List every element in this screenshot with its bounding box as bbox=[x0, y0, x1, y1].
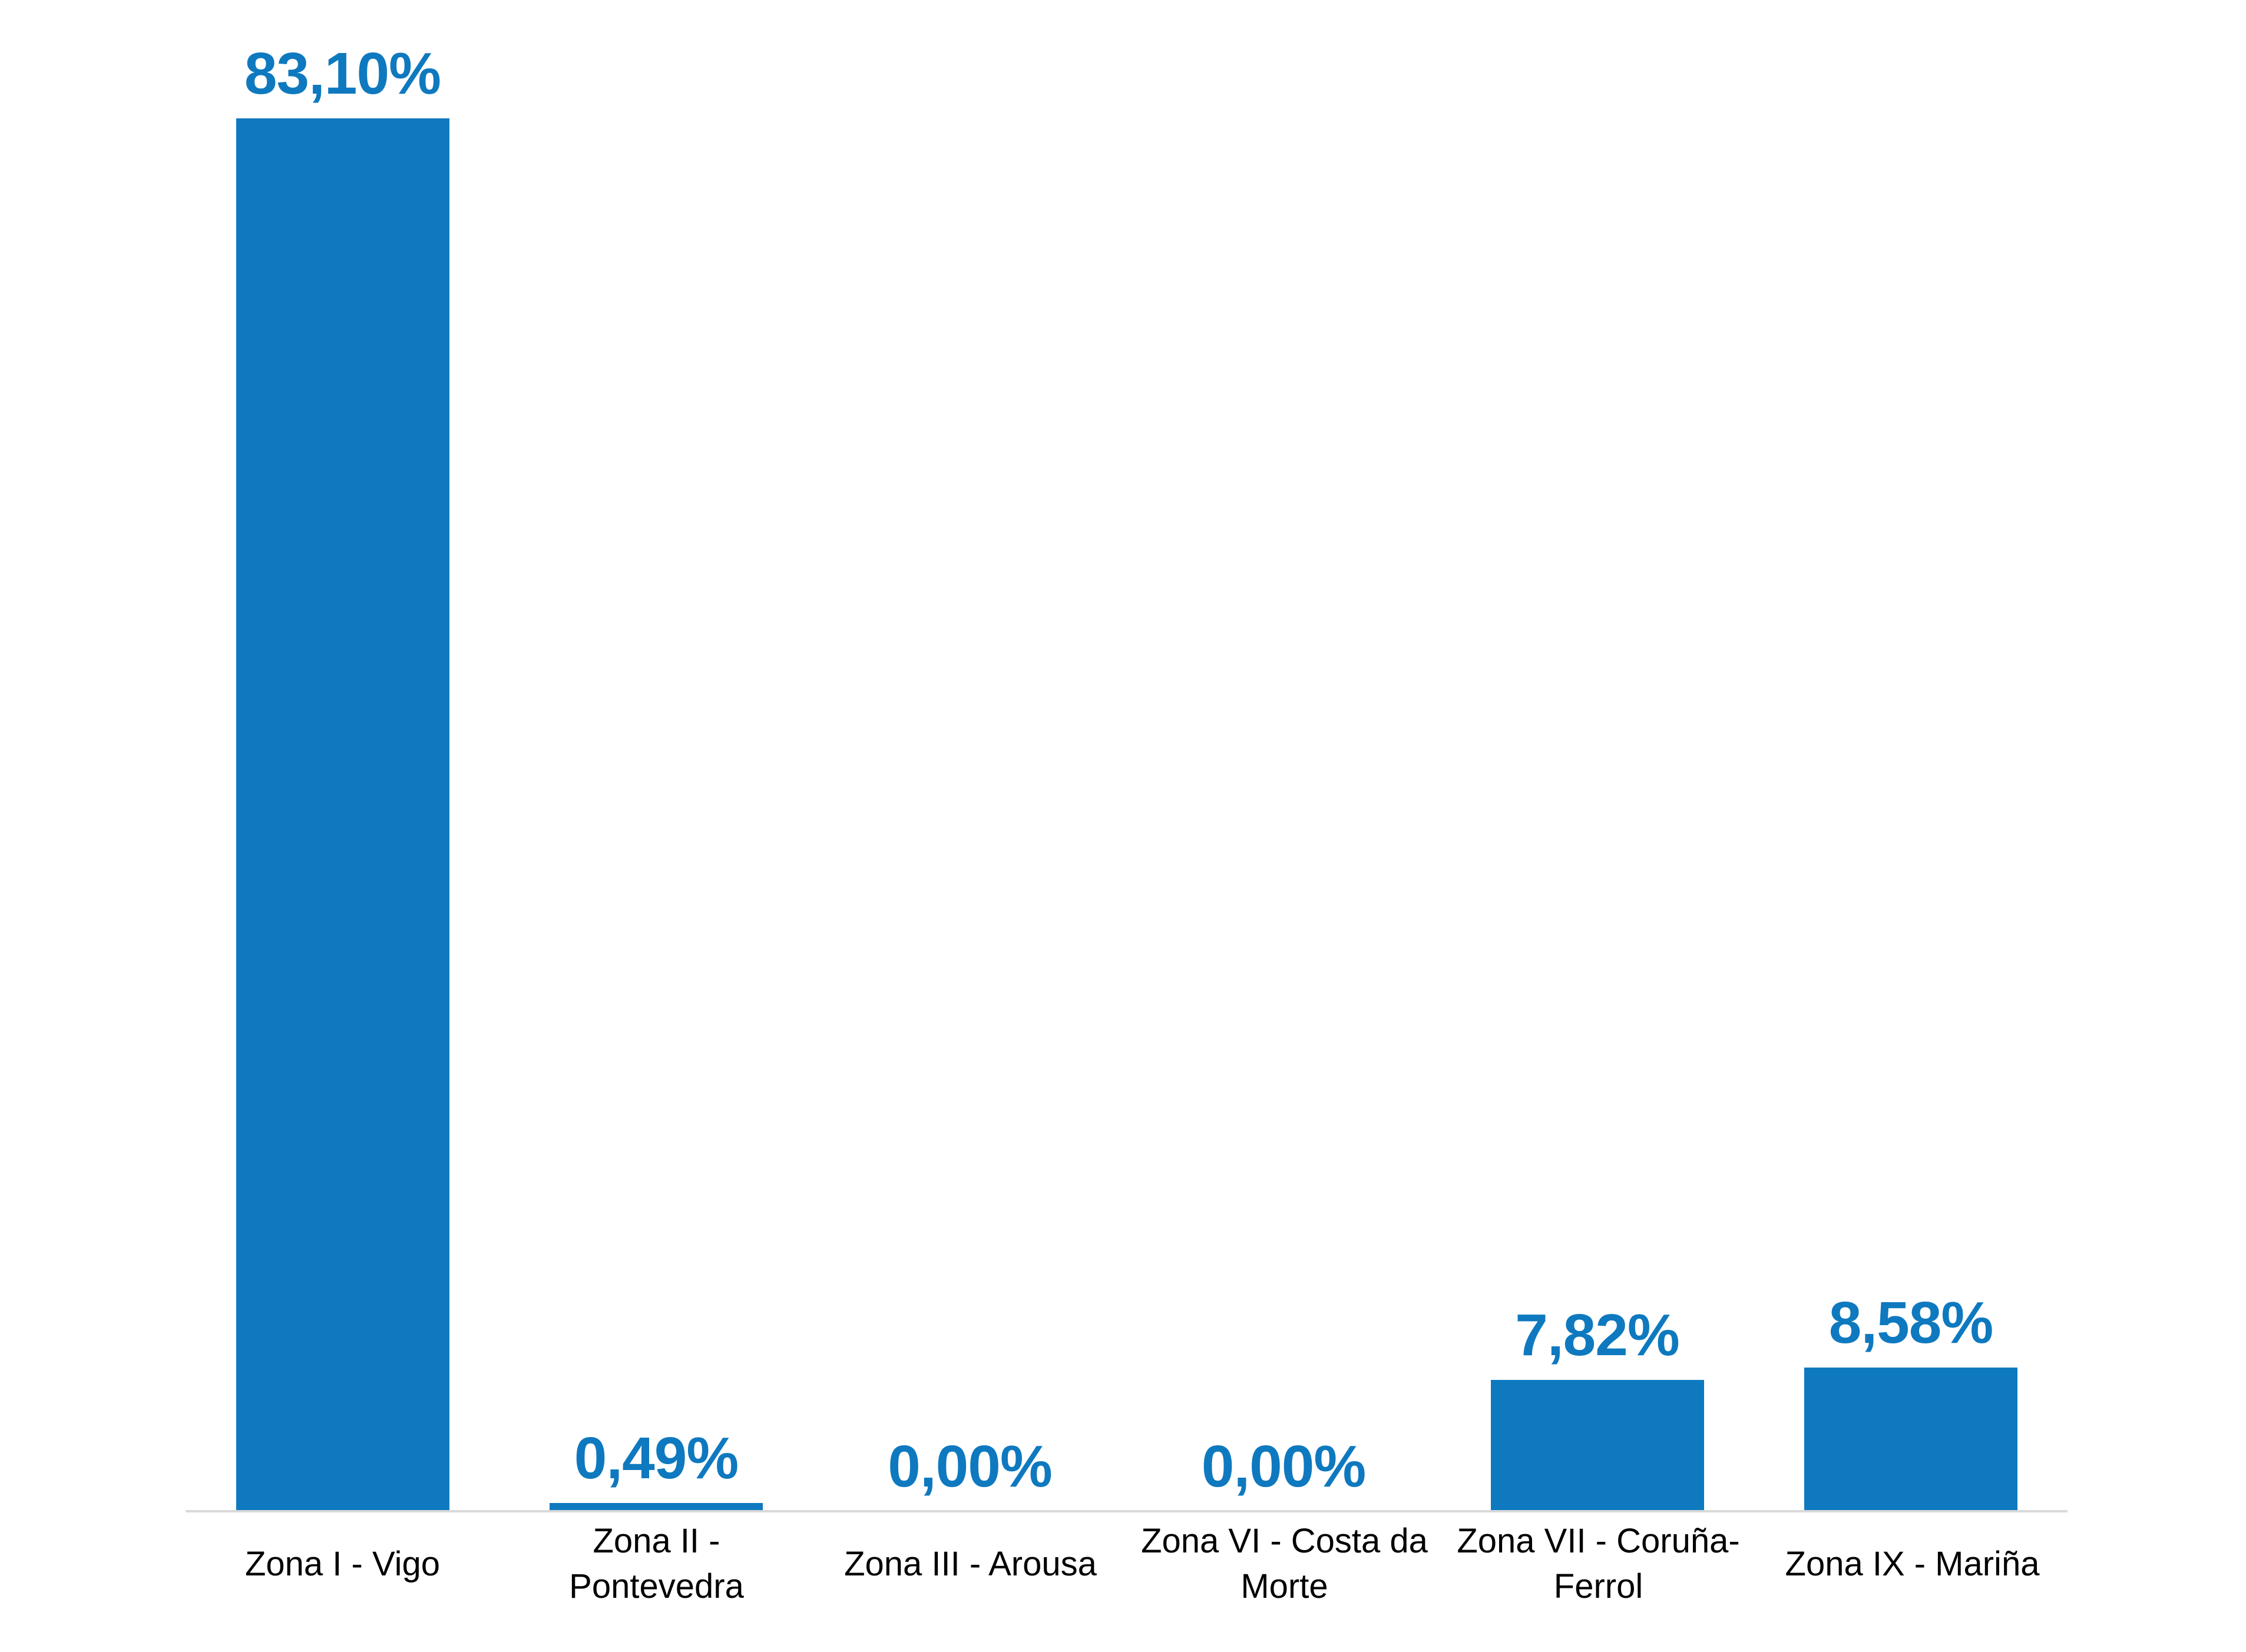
x-axis-line bbox=[186, 1510, 2068, 1512]
category-label-zona-iii: Zona III - Arousa bbox=[844, 1544, 1097, 1583]
data-label-zona-iii: 0,00% bbox=[888, 1434, 1053, 1499]
data-label-zona-ii: 0,49% bbox=[574, 1425, 739, 1491]
bar-group-zona-ix: 8,58% bbox=[1754, 1289, 2068, 1511]
bar-group-zona-iii: 0,00% bbox=[813, 1433, 1127, 1511]
bar-zona-ii bbox=[550, 1503, 763, 1511]
data-label-zona-ix: 8,58% bbox=[1828, 1290, 1994, 1356]
bar-group-zona-vii: 7,82% bbox=[1440, 1302, 1754, 1511]
bar-group-zona-i: 83,10% bbox=[186, 40, 500, 1511]
bar-group-zona-ii: 0,49% bbox=[500, 1425, 813, 1511]
x-axis-tick-labels: Zona I - Vigo Zona II - Pontevedra Zona … bbox=[186, 1511, 2068, 1617]
data-label-zona-i: 83,10% bbox=[244, 41, 441, 107]
bar-group-zona-vi: 0,00% bbox=[1127, 1433, 1441, 1511]
bar-zona-vii bbox=[1490, 1380, 1704, 1511]
category-label-zona-ii: Zona II - Pontevedra bbox=[569, 1522, 744, 1605]
bar-zona-ix bbox=[1804, 1368, 2017, 1511]
category-label-zona-ix: Zona IX - Mariña bbox=[1785, 1544, 2040, 1583]
category-label-zona-vii: Zona VII - Coruña- Ferrol bbox=[1457, 1522, 1740, 1605]
category-label-zona-i: Zona I - Vigo bbox=[244, 1544, 440, 1583]
data-label-zona-vii: 7,82% bbox=[1515, 1302, 1680, 1368]
bar-zona-i bbox=[236, 118, 449, 1511]
data-label-zona-vi: 0,00% bbox=[1201, 1434, 1367, 1499]
category-label-zona-vi: Zona VI - Costa da Morte bbox=[1141, 1522, 1428, 1605]
